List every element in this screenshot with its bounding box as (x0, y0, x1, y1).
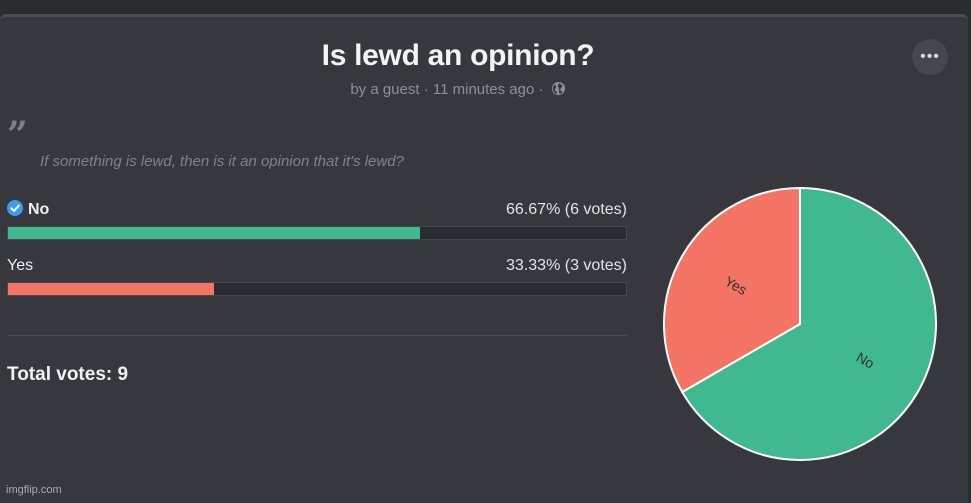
poll-description: If something is lewd, then is it an opin… (40, 153, 404, 170)
pie-slice-no (680, 186, 937, 461)
option-header: Yes 33.33% (3 votes) (7, 256, 627, 276)
globe-icon (551, 81, 566, 100)
meta-separator: · (538, 81, 544, 98)
poll-option-no[interactable]: No 66.67% (6 votes) (7, 199, 627, 240)
total-votes: Total votes: 9 (7, 364, 128, 386)
total-votes-value: 9 (117, 364, 129, 385)
option-name: Yes (7, 257, 34, 274)
option-header: No 66.67% (6 votes) (7, 199, 627, 221)
option-label-wrap: No (7, 199, 50, 221)
option-bar-track (7, 226, 627, 240)
divider (7, 335, 627, 336)
poll-time: 11 minutes ago (432, 81, 535, 98)
more-options-button[interactable]: ••• (912, 39, 948, 75)
pie-slice-yes (663, 186, 801, 394)
pie-label-no: No (854, 349, 878, 372)
watermark: imgflip.com (6, 484, 62, 496)
poll-meta: by a guest · 11 minutes ago · (0, 81, 916, 100)
results-pie-chart: No Yes (662, 186, 938, 462)
poll-author: by a guest (350, 81, 420, 98)
option-name: No (28, 201, 50, 218)
quote-icon: ” (7, 114, 28, 156)
option-percent: 66.67% (506, 201, 561, 218)
option-bar-track (7, 282, 627, 296)
poll-title: Is lewd an opinion? (321, 39, 595, 72)
option-stat: 66.67% (6 votes) (506, 201, 627, 219)
option-percent: 33.33% (506, 257, 561, 274)
total-votes-label: Total votes: (7, 364, 113, 385)
poll-option-yes[interactable]: Yes 33.33% (3 votes) (7, 256, 627, 296)
check-circle-icon (7, 199, 23, 221)
option-label-wrap: Yes (7, 257, 33, 275)
option-votes: (6 votes) (564, 201, 627, 218)
option-votes: (3 votes) (564, 257, 627, 274)
meta-separator: · (423, 81, 429, 98)
option-bar-fill (8, 227, 421, 239)
option-stat: 33.33% (3 votes) (506, 257, 627, 275)
option-bar-fill (8, 283, 214, 295)
more-horizontal-icon: ••• (920, 48, 940, 65)
